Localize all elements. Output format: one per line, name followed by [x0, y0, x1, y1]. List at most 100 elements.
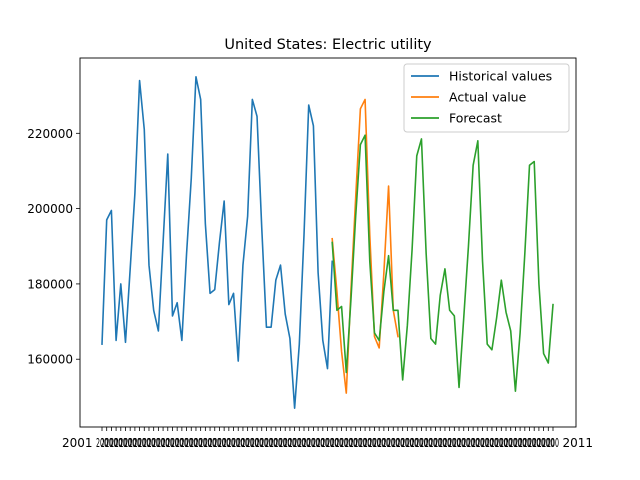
x-tick-label: 200	[181, 436, 193, 450]
x-tick-label: 200	[448, 436, 460, 450]
legend-label-historical-values: Historical values	[449, 69, 552, 84]
x-tick-label: 200	[213, 436, 225, 450]
x-tick-label: 200	[256, 436, 268, 450]
x-tick-label: 200	[218, 436, 230, 450]
x-tick-label: 200	[228, 436, 240, 450]
x-tick-label: 200	[359, 436, 371, 450]
x-tick-label: 200	[246, 436, 258, 450]
x-tick-label: 200	[152, 436, 164, 450]
x-tick-label: 200	[190, 436, 202, 450]
x-tick-label: 200	[542, 436, 554, 450]
x-tick-label: 200	[275, 436, 287, 450]
x-tick-label: 200	[533, 436, 545, 450]
x-tick-label: 200	[538, 436, 550, 450]
x-tick-label: 200	[364, 436, 376, 450]
series-line-historical-values	[101, 76, 334, 409]
legend-box	[403, 63, 570, 133]
x-tick-label: 200	[500, 436, 512, 450]
x-tick-label: 200	[491, 436, 503, 450]
x-tick-label: 200	[166, 436, 178, 450]
x-tick-label-smear: 2002002002002002002002002002002002002002…	[96, 436, 559, 450]
x-tick-label: 200	[199, 436, 211, 450]
x-tick-label: 200	[176, 436, 188, 450]
x-tick-label: 200	[420, 436, 432, 450]
x-tick-label: 200	[251, 436, 263, 450]
y-tick-label: 180000	[27, 277, 73, 291]
x-tick-label: 200	[195, 436, 207, 450]
x-tick-label: 200	[406, 436, 418, 450]
x-tick-label: 200	[322, 436, 334, 450]
y-tick-label: 160000	[27, 353, 73, 367]
x-tick-label: 200	[171, 436, 183, 450]
x-tick-label: 200	[312, 436, 324, 450]
x-tick-label: 200	[387, 436, 399, 450]
x-tick-label: 200	[110, 436, 122, 450]
x-tick-label: 200	[444, 436, 456, 450]
x-tick-label: 200	[514, 436, 526, 450]
x-tick-label: 200	[303, 436, 315, 450]
x-tick-label: 200	[265, 436, 277, 450]
series-line-actual-value	[331, 98, 399, 394]
x-tick-label: 200	[378, 436, 390, 450]
x-tick-label: 200	[204, 436, 216, 450]
x-tick-label-first: 2001	[62, 436, 93, 450]
x-tick-label: 200	[509, 436, 521, 450]
x-tick-label: 200	[326, 436, 338, 450]
x-tick-label: 200	[289, 436, 301, 450]
x-tick-label: 200	[134, 436, 146, 450]
x-tick-label: 200	[143, 436, 155, 450]
x-tick-label: 200	[119, 436, 131, 450]
x-tick-label: 200	[453, 436, 465, 450]
x-tick-label: 200	[307, 436, 319, 450]
x-tick-label: 200	[392, 436, 404, 450]
x-axis: 2002002002002002002002002002002002002002…	[62, 427, 593, 450]
y-tick-label: 220000	[27, 127, 73, 141]
x-tick-label: 200	[185, 436, 197, 450]
x-tick-label: 200	[524, 436, 536, 450]
series-lines	[101, 76, 554, 409]
x-tick-label: 200	[124, 436, 136, 450]
x-tick-label: 200	[270, 436, 282, 450]
x-tick-label: 200	[105, 436, 117, 450]
x-tick-label: 200	[481, 436, 493, 450]
x-tick-label-last: 2011	[562, 436, 593, 450]
x-tick-label: 200	[138, 436, 150, 450]
x-tick-label: 200	[397, 436, 409, 450]
x-tick-label: 200	[96, 436, 108, 450]
x-tick-label: 200	[528, 436, 540, 450]
y-tick-label: 200000	[27, 202, 73, 216]
legend-label-actual-value: Actual value	[449, 90, 527, 105]
x-tick-label: 200	[331, 436, 343, 450]
x-tick-label: 200	[237, 436, 249, 450]
x-tick-label: 200	[345, 436, 357, 450]
x-tick-label: 200	[434, 436, 446, 450]
x-tick-label: 200	[415, 436, 427, 450]
x-tick-label: 200	[232, 436, 244, 450]
x-tick-label: 200	[162, 436, 174, 450]
x-tick-label: 200	[279, 436, 291, 450]
x-tick-label: 200	[373, 436, 385, 450]
x-tick-label: 200	[242, 436, 254, 450]
x-tick-label: 200	[336, 436, 348, 450]
x-tick-label: 200	[129, 436, 141, 450]
plot-frame	[79, 57, 577, 428]
x-tick-label: 200	[505, 436, 517, 450]
x-tick-label: 200	[439, 436, 451, 450]
y-axis: 160000 180000 200000 220000	[27, 127, 80, 367]
chart-title: United States: Electric utility	[224, 37, 432, 53]
x-tick-label: 200	[472, 436, 484, 450]
x-tick-label: 200	[340, 436, 352, 450]
x-tick-label: 200	[519, 436, 531, 450]
x-tick-label: 200	[209, 436, 221, 450]
x-tick-label: 200	[317, 436, 329, 450]
x-tick-label: 200	[401, 436, 413, 450]
x-tick-label: 200	[383, 436, 395, 450]
x-tick-label: 200	[467, 436, 479, 450]
x-tick-label: 200	[223, 436, 235, 450]
series-line-forecast	[331, 134, 554, 393]
x-tick-label: 200	[260, 436, 272, 450]
x-tick-label: 200	[298, 436, 310, 450]
legend-label-forecast: Forecast	[449, 111, 502, 126]
x-tick-label: 200	[368, 436, 380, 450]
